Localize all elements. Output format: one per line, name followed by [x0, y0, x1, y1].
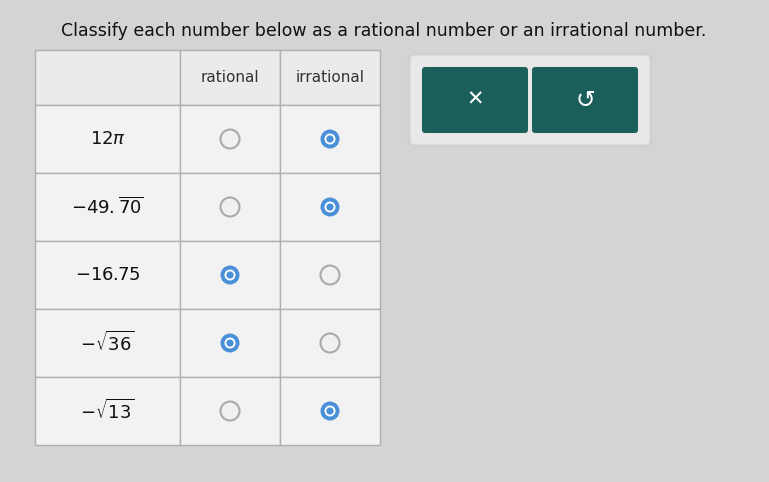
Circle shape — [321, 402, 339, 420]
Text: $12\pi$: $12\pi$ — [89, 130, 125, 148]
Text: $-49.\overline{70}$: $-49.\overline{70}$ — [72, 196, 144, 218]
Circle shape — [221, 198, 239, 216]
Text: $-\sqrt{36}$: $-\sqrt{36}$ — [80, 331, 135, 355]
Circle shape — [221, 402, 239, 420]
Bar — [35, 105, 180, 173]
Bar — [180, 377, 280, 445]
Bar — [35, 309, 180, 377]
Circle shape — [326, 203, 334, 211]
Circle shape — [321, 334, 339, 352]
Bar — [180, 309, 280, 377]
Bar — [280, 309, 380, 377]
Text: irrational: irrational — [295, 70, 365, 85]
Text: Classify each number below as a rational number or an irrational number.: Classify each number below as a rational… — [62, 22, 707, 40]
Bar — [180, 241, 280, 309]
Bar — [180, 50, 280, 105]
Circle shape — [225, 337, 235, 348]
Bar — [35, 50, 180, 105]
Bar — [280, 105, 380, 173]
Text: ↺: ↺ — [575, 88, 595, 112]
Bar — [280, 241, 380, 309]
Text: ✕: ✕ — [466, 90, 484, 110]
FancyBboxPatch shape — [409, 54, 651, 146]
Circle shape — [221, 334, 239, 352]
Circle shape — [321, 130, 339, 148]
Text: $-16.75$: $-16.75$ — [75, 266, 140, 284]
Bar — [280, 50, 380, 105]
Bar — [35, 241, 180, 309]
Circle shape — [321, 198, 339, 216]
Circle shape — [221, 130, 239, 148]
Circle shape — [221, 266, 239, 284]
Bar — [280, 173, 380, 241]
Bar — [180, 173, 280, 241]
Circle shape — [325, 134, 335, 145]
Circle shape — [226, 271, 234, 279]
Bar — [180, 105, 280, 173]
Circle shape — [326, 407, 334, 415]
Circle shape — [225, 269, 235, 281]
Circle shape — [325, 201, 335, 213]
Circle shape — [325, 405, 335, 416]
Bar — [280, 377, 380, 445]
Bar — [35, 173, 180, 241]
Text: $-\sqrt{13}$: $-\sqrt{13}$ — [80, 399, 135, 423]
FancyBboxPatch shape — [532, 67, 638, 133]
FancyBboxPatch shape — [422, 67, 528, 133]
Circle shape — [326, 135, 334, 143]
Text: rational: rational — [201, 70, 259, 85]
Bar — [35, 377, 180, 445]
Circle shape — [226, 339, 234, 347]
Circle shape — [321, 266, 339, 284]
